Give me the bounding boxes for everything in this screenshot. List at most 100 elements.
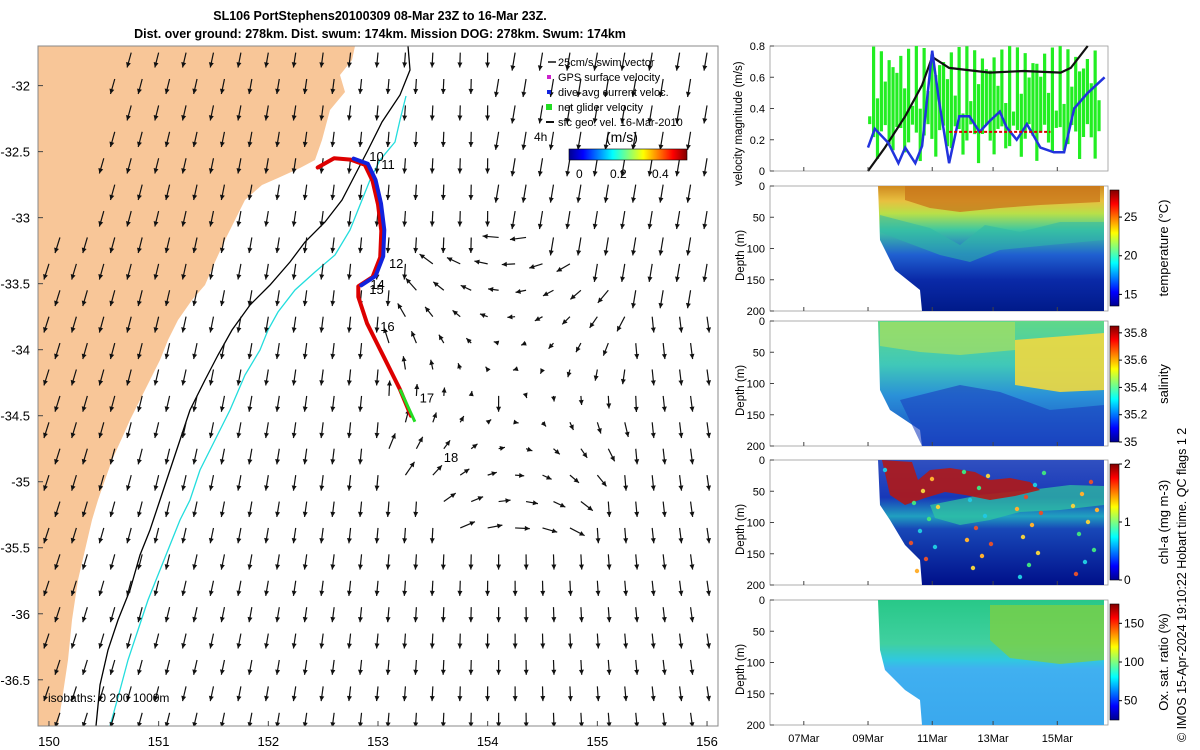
chlorophyll-point [1085, 519, 1091, 525]
current-arrow-head [485, 419, 492, 425]
current-arrow-head [413, 669, 419, 675]
track-day-label: 14 [370, 277, 384, 292]
track-day-label: 12 [389, 256, 403, 271]
current-arrow-head [523, 669, 529, 675]
current-arrow-head [413, 88, 419, 94]
current-arrow-head [523, 617, 529, 623]
current-arrow-head [137, 458, 142, 465]
current-arrow-head [438, 334, 444, 341]
current-arrow-head [137, 669, 142, 675]
current-arrow-head [291, 115, 297, 121]
current-arrow-head [319, 62, 325, 68]
current-arrow-head [631, 91, 637, 98]
current-arrow-head [385, 511, 391, 517]
current-arrow-head [109, 721, 115, 726]
current-arrow-head [357, 353, 363, 360]
velocity-y-tick-label: 0 [759, 166, 765, 178]
current-arrow-head [346, 221, 352, 227]
map-y-tick-label: -36 [11, 607, 30, 622]
current-arrow-head [302, 616, 308, 623]
current-arrow-head [264, 221, 270, 227]
current-arrow-head [548, 250, 554, 256]
current-arrow-head [401, 356, 407, 362]
current-arrow-head [291, 643, 297, 649]
current-arrow-head [685, 144, 691, 150]
current-arrow-head [264, 115, 270, 121]
current-arrow-head [647, 223, 653, 230]
current-arrow-head [192, 616, 198, 623]
current-arrow-head [510, 223, 516, 230]
current-arrow-head [374, 168, 380, 174]
current-arrow-head [236, 695, 242, 702]
current-arrow-head [559, 502, 566, 508]
current-arrow-head [302, 194, 308, 201]
isobath-200m [95, 46, 411, 726]
current-arrow-head [597, 297, 603, 303]
current-arrow-head [567, 590, 573, 596]
velocity-ylabel: velocity magnitude (m/s) [733, 61, 745, 186]
current-arrow-head [43, 695, 48, 702]
current-arrow-head [319, 695, 325, 702]
current-arrow-head [661, 669, 667, 675]
current-arrow-head [43, 432, 48, 439]
current-arrow-head [208, 695, 214, 702]
section-y-tick-label: 150 [747, 275, 765, 287]
current-arrow-head [374, 538, 380, 544]
current-arrow-head [302, 141, 308, 148]
current-arrow-head [385, 300, 391, 307]
current-arrow-head [576, 197, 582, 203]
current-arrow-head [631, 302, 637, 309]
section-y-tick-label: 150 [747, 549, 765, 561]
current-arrow-head [264, 327, 269, 333]
current-arrow-head [593, 375, 599, 381]
current-arrow-head [582, 452, 588, 458]
section-y-tick-label: 100 [747, 518, 765, 530]
current-arrow-head [192, 141, 198, 148]
map-y-tick-label: -32 [11, 79, 30, 94]
chlorophyll-point [964, 537, 970, 543]
current-arrow-head [429, 221, 435, 227]
current-arrow-head [219, 616, 225, 623]
chlorophyll-point [908, 540, 914, 546]
map-axis-ticks: 150 151 152 153 154 155 156-32-32.5-33-33.5-34… [0, 79, 718, 749]
current-arrow-head [468, 669, 474, 675]
current-arrow-head [137, 721, 142, 726]
current-arrow-head [137, 511, 142, 517]
salinity-panel [769, 320, 1109, 447]
current-arrow-head [291, 695, 297, 702]
current-arrow-head [236, 590, 242, 596]
map-x-tick-label: 156 [696, 734, 718, 749]
current-arrow-head [247, 722, 253, 726]
current-arrow-head [109, 194, 115, 201]
current-arrow-head [385, 616, 391, 623]
current-arrow-head [291, 590, 297, 596]
current-arrow-head [153, 221, 159, 227]
current-arrow-head [596, 427, 602, 434]
current-arrow-head [592, 223, 598, 230]
current-arrow-head [302, 300, 308, 307]
legend-item-swim-vector: 25cm/s swim vector [558, 57, 655, 69]
current-arrow-head [291, 537, 297, 544]
current-arrow-head [125, 432, 131, 439]
current-arrow-head [592, 65, 598, 71]
current-arrow-head [357, 406, 363, 412]
current-arrow-head [576, 144, 582, 150]
current-arrow-head [358, 88, 363, 94]
current-arrow-head [595, 643, 601, 649]
current-arrow-head [219, 564, 225, 570]
current-arrow-head [164, 141, 170, 148]
current-arrow-head [623, 485, 629, 491]
current-arrow-head [523, 722, 529, 726]
current-arrow-head [208, 643, 214, 649]
current-arrow-head [602, 350, 608, 356]
current-arrow-head [689, 722, 695, 726]
current-arrow-head [702, 276, 708, 282]
current-arrow-head [576, 91, 582, 98]
current-arrow-head [330, 511, 336, 517]
current-arrow-head [485, 115, 491, 121]
colorbar-tick-label: 100 [1124, 655, 1144, 669]
current-arrow-head [247, 88, 253, 94]
current-arrow-head [153, 485, 159, 491]
current-arrow-head [346, 485, 352, 491]
current-arrow-head [385, 141, 391, 148]
